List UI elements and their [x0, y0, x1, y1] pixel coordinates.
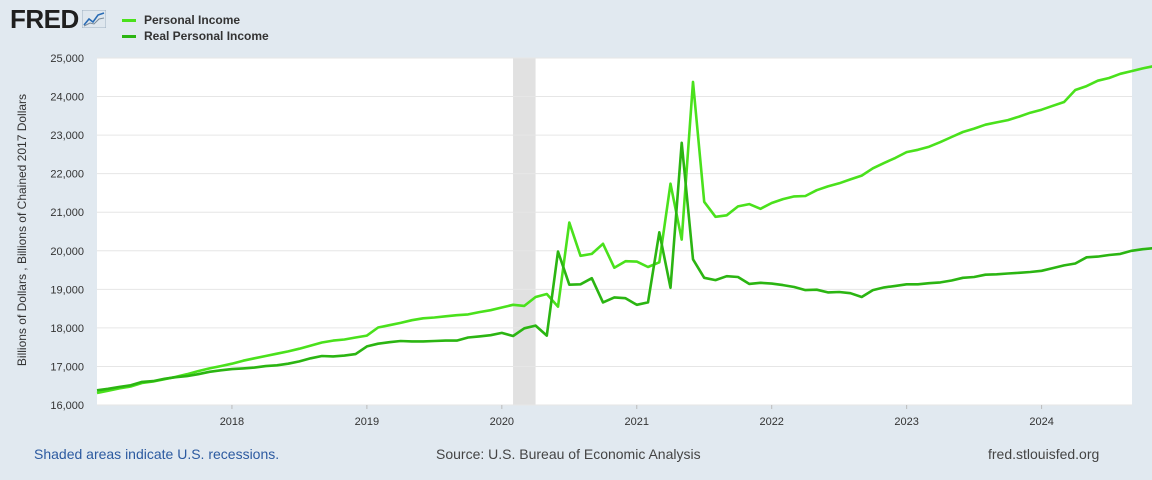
x-tick-label: 2018 — [220, 416, 244, 428]
plot-area — [97, 58, 1132, 405]
y-axis-title: Billions of Dollars , Billions of Chaine… — [15, 93, 29, 367]
y-tick-label: 24,000 — [50, 92, 84, 104]
y-tick-label: 17,000 — [50, 361, 84, 373]
y-tick-label: 20,000 — [50, 246, 84, 258]
y-tick-label: 21,000 — [50, 207, 84, 219]
legend-label: Personal Income — [144, 13, 241, 27]
x-tick-label: 2023 — [894, 416, 918, 428]
source-text: Source: U.S. Bureau of Economic Analysis — [436, 446, 701, 462]
y-tick-label: 23,000 — [50, 130, 84, 142]
x-tick-label: 2024 — [1029, 416, 1053, 428]
legend-item-personal-income[interactable]: Personal Income — [122, 12, 269, 28]
x-tick-label: 2021 — [625, 416, 649, 428]
logo-text: FRED — [10, 4, 79, 34]
legend-label: Real Personal Income — [144, 29, 269, 43]
chart-legend: Personal Income Real Personal Income — [122, 12, 269, 44]
recession-note: Shaded areas indicate U.S. recessions. — [34, 446, 280, 462]
x-tick-label: 2020 — [490, 416, 514, 428]
x-tick-label: 2022 — [759, 416, 783, 428]
site-link[interactable]: fred.stlouisfed.org — [988, 446, 1100, 462]
y-tick-label: 19,000 — [50, 284, 84, 296]
y-tick-label: 18,000 — [50, 323, 84, 335]
series-line-real-personal-income — [96, 141, 1152, 392]
y-tick-label: 25,000 — [50, 53, 84, 65]
y-tick-label: 16,000 — [50, 400, 84, 412]
series-line-personal-income — [96, 65, 1152, 395]
legend-item-real-personal-income[interactable]: Real Personal Income — [122, 28, 269, 44]
legend-swatch-real-personal-income — [122, 34, 136, 38]
x-tick-label: 2019 — [355, 416, 379, 428]
y-tick-label: 22,000 — [50, 169, 84, 181]
recession-band — [513, 58, 536, 405]
legend-swatch-personal-income — [122, 18, 136, 22]
